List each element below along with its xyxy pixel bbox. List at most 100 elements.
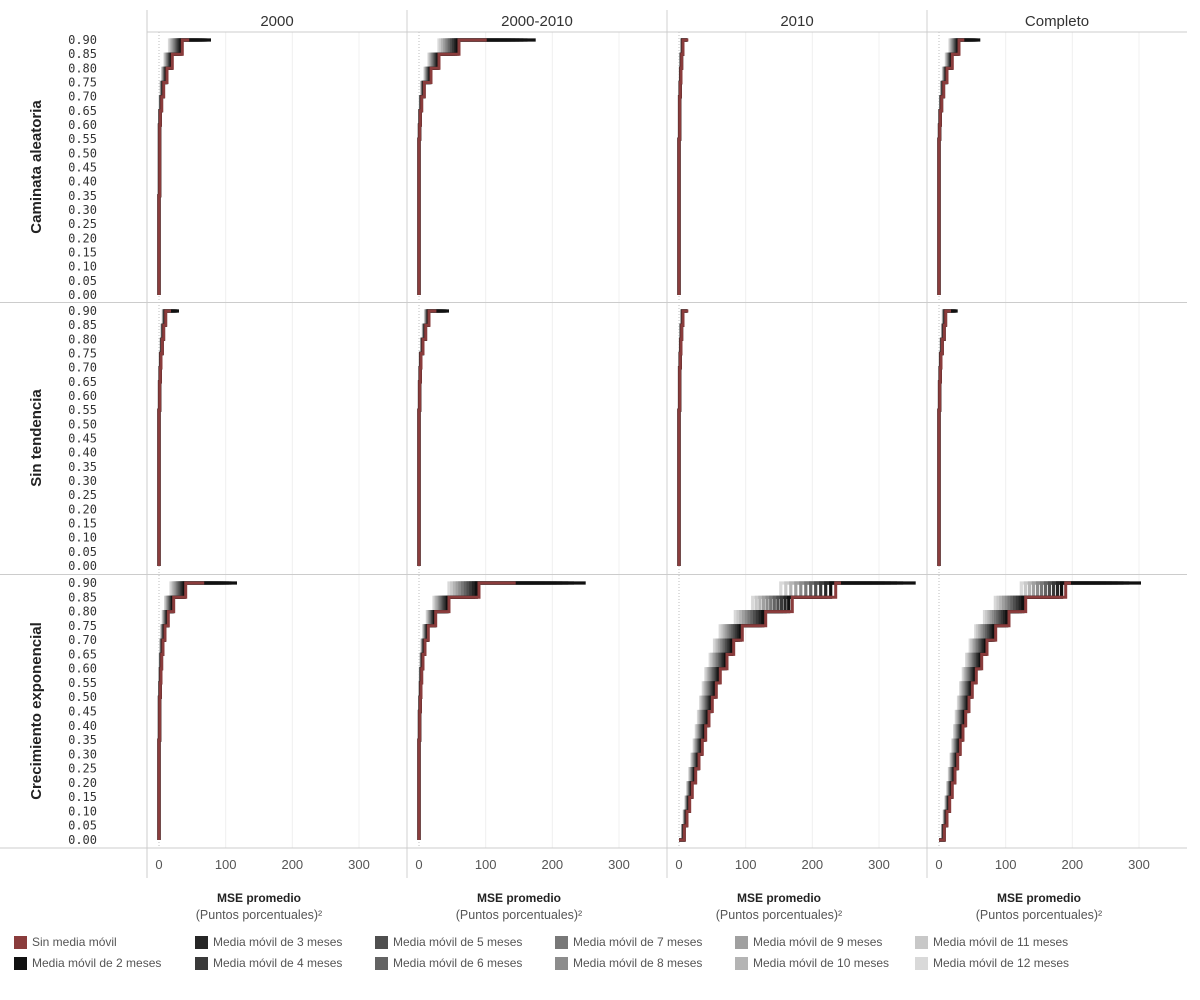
legend-swatch: [735, 956, 748, 970]
legend-item: Media móvil de 4 meses: [195, 956, 342, 970]
x-axis-title: MSE promedio: [737, 891, 821, 905]
legend-label: Media móvil de 2 meses: [32, 956, 162, 970]
y-tick-label: 0.25: [68, 762, 97, 776]
series-line-sin-media-movil: [937, 38, 965, 295]
legend-swatch: [555, 956, 568, 970]
y-tick-label: 0.25: [68, 217, 97, 231]
legend-label: Media móvil de 12 meses: [933, 956, 1070, 970]
x-tick-label: 200: [541, 857, 563, 872]
series-line-sin-media-movil: [157, 581, 205, 840]
y-tick-label: 0.55: [68, 676, 97, 690]
series-line-3-meses: [417, 38, 528, 295]
series-line-sin-media-movil: [157, 38, 190, 295]
y-tick-label: 0.20: [68, 231, 97, 245]
x-tick-label: 100: [735, 857, 757, 872]
x-tick-label: 300: [1128, 857, 1150, 872]
series-line-7-meses: [417, 38, 512, 295]
y-tick-label: 0.10: [68, 531, 97, 545]
series-line-3-meses: [417, 581, 574, 840]
y-tick-label: 0.60: [68, 389, 97, 403]
series-line-2-meses: [937, 38, 981, 295]
legend-label: Media móvil de 9 meses: [753, 935, 883, 949]
y-tick-label: 0.45: [68, 432, 97, 446]
y-tick-label: 0.60: [68, 118, 97, 132]
legend: Sin media móvil Media móvil de 2 meses Med…: [14, 935, 1194, 980]
lines-layer: [157, 38, 1141, 842]
y-tick-label: 0.55: [68, 132, 97, 146]
legend-label: Sin media móvil: [32, 935, 117, 949]
series-line-sin-media-movil: [677, 38, 689, 295]
x-axis-subtitle: (Puntos porcentuales)²: [456, 908, 582, 922]
x-tick-label: 0: [675, 857, 682, 872]
series-line-8-meses: [417, 581, 545, 840]
legend-label: Media móvil de 8 meses: [573, 956, 703, 970]
legend-swatch: [14, 935, 27, 949]
legend-item: Media móvil de 9 meses: [735, 935, 882, 949]
x-axis-title: MSE promedio: [997, 891, 1081, 905]
y-tick-label: 0.15: [68, 246, 97, 260]
y-tick-label: 0.55: [68, 403, 97, 417]
series-line-sin-media-movil: [157, 309, 171, 566]
y-tick-label: 0.35: [68, 460, 97, 474]
legend-swatch: [14, 956, 27, 970]
series-line-2-meses: [679, 581, 916, 842]
row-title: Sin tendencia: [28, 389, 45, 487]
series-line-3-meses: [157, 581, 232, 840]
y-tick-label: 0.15: [68, 517, 97, 531]
y-tick-label: 0.10: [68, 260, 97, 274]
y-tick-label: 0.45: [68, 705, 97, 719]
y-tick-label: 0.05: [68, 274, 97, 288]
column-title: 2010: [780, 13, 813, 30]
y-tick-label: 0.50: [68, 417, 97, 431]
x-tick-label: 200: [801, 857, 823, 872]
x-tick-label: 0: [415, 857, 422, 872]
legend-item: Media móvil de 7 meses: [555, 935, 702, 949]
legend-label: Media móvil de 11 meses: [933, 935, 1069, 949]
y-tick-label: 0.00: [68, 559, 97, 573]
column-title: 2000-2010: [501, 13, 573, 30]
x-tick-label: 100: [475, 857, 497, 872]
x-axis-subtitle: (Puntos porcentuales)²: [196, 908, 322, 922]
frame-layer: [0, 10, 1187, 878]
y-tick-label: 0.70: [68, 90, 97, 104]
y-tick-label: 0.85: [68, 47, 97, 61]
x-tick-label: 100: [995, 857, 1017, 872]
series-line-6-meses: [417, 38, 516, 295]
legend-item: Media móvil de 10 meses: [735, 956, 889, 970]
y-tick-label: 0.05: [68, 819, 97, 833]
legend-label: Media móvil de 6 meses: [393, 956, 523, 970]
legend-label: Media móvil de 5 meses: [393, 935, 523, 949]
y-tick-label: 0.40: [68, 175, 97, 189]
legend-item: Media móvil de 8 meses: [555, 956, 702, 970]
x-tick-label: 300: [608, 857, 630, 872]
series-line-4-meses: [417, 581, 569, 840]
column-title: 2000: [260, 13, 293, 30]
y-tick-label: 0.65: [68, 375, 97, 389]
y-tick-label: 0.90: [68, 304, 97, 318]
legend-item: Media móvil de 11 meses: [915, 935, 1068, 949]
y-tick-label: 0.50: [68, 146, 97, 160]
legend-item: Media móvil de 6 meses: [375, 956, 522, 970]
y-tick-label: 0.15: [68, 790, 97, 804]
series-line-sin-media-movil: [679, 581, 841, 842]
y-tick-label: 0.40: [68, 719, 97, 733]
y-tick-label: 0.20: [68, 776, 97, 790]
series-line-5-meses: [417, 581, 563, 840]
y-tick-label: 0.30: [68, 203, 97, 217]
legend-swatch: [555, 935, 568, 949]
y-tick-label: 0.65: [68, 647, 97, 661]
series-line-sin-media-movil: [939, 581, 1071, 842]
y-tick-label: 0.00: [68, 833, 97, 847]
y-tick-label: 0.10: [68, 804, 97, 818]
x-tick-label: 0: [155, 857, 162, 872]
x-tick-label: 0: [935, 857, 942, 872]
y-tick-label: 0.60: [68, 662, 97, 676]
x-axis-subtitle: (Puntos porcentuales)²: [716, 908, 842, 922]
series-line-3-meses: [937, 38, 978, 295]
y-tick-label: 0.40: [68, 446, 97, 460]
y-tick-label: 0.80: [68, 605, 97, 619]
x-tick-label: 100: [215, 857, 237, 872]
legend-item: Sin media móvil: [14, 935, 117, 949]
legend-swatch: [195, 935, 208, 949]
y-tick-label: 0.35: [68, 733, 97, 747]
